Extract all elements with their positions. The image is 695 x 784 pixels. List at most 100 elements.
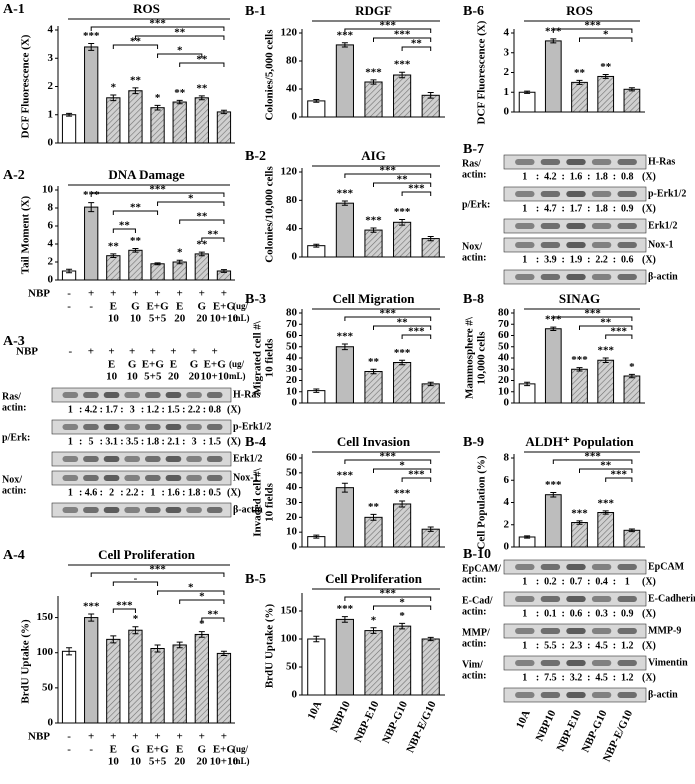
y-axis-label: Colonies/10,000 cells xyxy=(264,166,276,263)
bracket-label: ** xyxy=(600,317,612,329)
bar xyxy=(335,44,354,118)
y-tick-label: 50 xyxy=(286,661,298,673)
significance: ** xyxy=(196,82,208,94)
y-tick-label: 20 xyxy=(286,511,298,523)
bracket-label: ** xyxy=(174,27,186,39)
chart-title: Cell Invasion xyxy=(337,434,411,449)
chart-title: Cell Proliferation xyxy=(98,547,196,562)
y-tick-label: 60 xyxy=(286,329,298,341)
bracket xyxy=(112,581,159,586)
x-tick-label: 10A xyxy=(514,708,533,730)
y-axis-label: 10 fields xyxy=(264,482,276,522)
bar xyxy=(571,522,588,548)
ratio-value: 4.5 xyxy=(595,640,608,651)
ratio-value: 1.8 xyxy=(595,203,608,214)
dose-label: 10 xyxy=(108,756,120,768)
bar xyxy=(128,629,143,724)
error-bar xyxy=(88,202,95,213)
y-tick-label: 40 xyxy=(286,83,298,95)
ratio-value: 1.2 xyxy=(621,672,634,683)
y-axis-label: Cell Population (%) xyxy=(476,455,488,549)
bar xyxy=(194,97,209,144)
error-bar xyxy=(198,631,205,638)
blot-band xyxy=(144,392,161,398)
separator: : xyxy=(161,436,164,447)
y-tick-label: 4 xyxy=(504,27,510,39)
y-tick-label: 10 xyxy=(42,184,54,196)
error-bar xyxy=(154,104,161,111)
nbp-sign: + xyxy=(129,346,135,358)
suffix: (X) xyxy=(227,487,241,498)
ratio-value: 2.2 xyxy=(126,487,139,498)
ratio-value: 1 xyxy=(68,404,73,415)
blot-band xyxy=(566,242,586,248)
bracket-label: *** xyxy=(408,326,425,338)
bracket xyxy=(401,477,432,482)
y-tick-label: 40 xyxy=(286,222,298,234)
significance: ** xyxy=(130,235,142,247)
y-tick-label: 20 xyxy=(498,374,510,386)
ratio-value: 1.8 xyxy=(188,487,201,498)
bracket xyxy=(552,28,633,33)
ratio-value: 2.2 xyxy=(188,404,201,415)
blot-band xyxy=(144,475,161,481)
error-bar xyxy=(427,526,434,532)
bar xyxy=(571,81,588,113)
bar xyxy=(106,255,121,281)
y-tick-label: 4 xyxy=(48,24,54,36)
nbp-sign: + xyxy=(88,346,94,358)
x-tick-label: NBP10 xyxy=(328,699,353,734)
agent-label: E+G xyxy=(213,301,236,313)
nbp-sign: + xyxy=(154,288,160,300)
separator: : xyxy=(536,672,539,683)
error-bar xyxy=(399,500,406,508)
error-bar xyxy=(66,268,73,274)
blot-strip xyxy=(51,419,232,435)
y-tick-label: 20 xyxy=(286,374,298,386)
separator: : xyxy=(562,254,565,265)
blot-band xyxy=(62,424,79,430)
blot-band xyxy=(515,191,535,197)
ratio-value: 1.6 xyxy=(570,171,583,182)
agent-label: E+G xyxy=(146,744,169,756)
ratio-value: 4.2 xyxy=(85,404,98,415)
blot-band xyxy=(617,628,637,634)
y-tick-label: 120 xyxy=(281,166,298,178)
band-label: H-Ras xyxy=(233,389,260,400)
band-label: p-Erk1/2 xyxy=(233,421,271,432)
blot-band xyxy=(591,159,612,165)
y-tick-label: 150 xyxy=(37,611,54,623)
ratio-value: 1.2 xyxy=(621,640,634,651)
suffix: (X) xyxy=(642,672,656,683)
y-axis-label: Tail Moment (X) xyxy=(20,195,32,274)
blot-band xyxy=(103,507,120,513)
error-bar xyxy=(576,520,583,525)
blot-band xyxy=(591,223,612,229)
agent-label: E+G xyxy=(213,744,236,756)
dose-label: 10 xyxy=(108,313,120,325)
bracket-label: *** xyxy=(408,469,425,481)
chart-title: AIG xyxy=(361,148,386,163)
error-bar xyxy=(176,99,183,105)
y-tick-label: 50 xyxy=(286,466,298,478)
significance: *** xyxy=(545,479,562,491)
y-tick-label: 2 xyxy=(48,256,54,268)
x-tick-label: NBP10 xyxy=(534,708,559,743)
bracket xyxy=(579,325,633,330)
chart-title: ROS xyxy=(566,3,593,18)
bar xyxy=(421,383,440,404)
bracket xyxy=(373,182,432,187)
ratio-value: 3.9 xyxy=(544,254,557,265)
y-tick-label: 150 xyxy=(281,605,298,617)
error-bar xyxy=(399,622,406,630)
agent-label: - xyxy=(67,744,71,756)
blot-band xyxy=(566,692,586,698)
blot-band xyxy=(124,424,141,430)
agent-label: E xyxy=(176,301,183,313)
band-label: β-actin xyxy=(648,271,678,282)
ratio-value: 4.7 xyxy=(544,203,557,214)
error-bar xyxy=(154,644,161,653)
bracket-label: ** xyxy=(130,202,142,214)
chart-title: ROS xyxy=(133,1,160,16)
nbp-sign: + xyxy=(108,346,114,358)
